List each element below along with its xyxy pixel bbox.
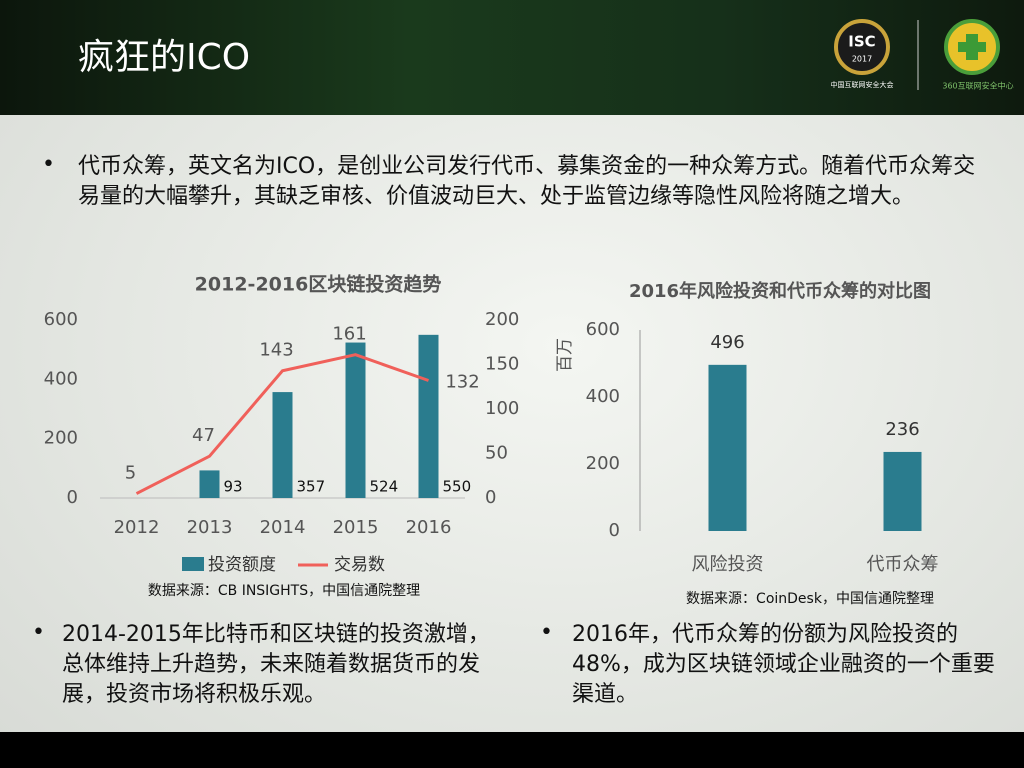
bar-label: 524 [370,478,399,496]
logo-caption: 中国互联网安全大会 [831,80,894,89]
line-label: 5 [125,463,136,484]
source-note: 数据来源：CoinDesk，中国信通院整理 [686,591,934,607]
source-note: 数据来源：CB INSIGHTS，中国信通院整理 [148,583,420,599]
bar [272,392,293,498]
isc-logo [834,19,890,75]
footer-band [0,732,1024,768]
logo-year: 2017 [852,55,872,64]
bullet-dot: • [32,620,45,645]
chart-title: 2012-2016区块链投资趋势 [195,273,442,296]
bar [345,342,366,498]
bar-label: 93 [224,478,243,496]
y2-tick-label: 0 [485,487,496,508]
legend-label: 投资额度 [208,555,276,575]
chart-title: 2016年风险投资和代币众筹的对比图 [629,280,931,302]
bar-label: 357 [297,478,326,496]
bar-label: 496 [710,332,744,353]
logos: ISC 2017 中国互联网安全大会 360互联网安全中心 [831,19,1014,91]
logo-isc: ISC [848,33,875,51]
y-tick-label: 400 [44,368,78,389]
y-tick-label: 0 [67,487,78,508]
y-tick-label: 200 [586,453,620,474]
x-tick-label: 2013 [187,517,233,538]
slide-title: 疯狂的ICO [78,37,251,78]
y-tick-label: 200 [44,428,78,449]
y2-tick-label: 200 [485,309,519,330]
bullet-dot: • [42,152,55,177]
y-tick-label: 600 [586,319,620,340]
bar [708,364,747,531]
bar [418,334,439,498]
line-label: 143 [259,340,293,361]
bar [199,470,220,498]
legend-label: 交易数 [334,555,385,575]
y-tick-label: 400 [586,386,620,407]
bar-label: 236 [885,419,919,440]
y-axis-label: 百万 [555,338,575,372]
y-tick-label: 600 [44,309,78,330]
x-tick-label: 风险投资 [692,554,764,575]
line-label: 47 [192,425,215,446]
line-label: 132 [445,372,479,393]
y2-tick-label: 150 [485,354,519,375]
bar [883,451,922,531]
bar-label: 550 [443,478,472,496]
line [135,353,430,495]
y2-tick-label: 100 [485,398,519,419]
logo-cross [958,34,986,60]
x-tick-label: 2012 [114,517,160,538]
x-tick-label: 代币众筹 [867,554,939,575]
x-tick-label: 2015 [333,517,379,538]
bullet-dot: • [540,620,553,645]
bullet-text: 2014-2015年比特币和区块链的投资激增，总体维持上升趋势，未来随着数据货币… [62,622,490,707]
bullet-text: 2016年，代币众筹的份额为风险投资的48%，成为区块链领域企业融资的一个重要渠… [572,622,995,707]
intro-text: 代币众筹，英文名为ICO，是创业公司发行代币、募集资金的一种众筹方式。随着代币众… [78,154,976,209]
y2-tick-label: 50 [485,443,508,464]
x-tick-label: 2016 [406,517,452,538]
line-label: 161 [332,324,366,345]
legend-swatch [182,557,204,571]
logo-360-caption: 360互联网安全中心 [942,81,1013,91]
y-tick-label: 0 [609,520,620,541]
x-tick-label: 2014 [260,517,306,538]
